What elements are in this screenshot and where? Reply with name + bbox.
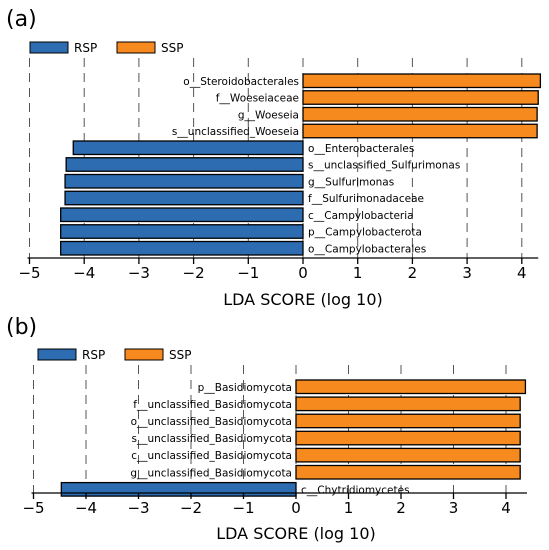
panel-a-bar-s-unclassified-woeseia [302,123,538,139]
panel-a-bar-p-campylobacterota [60,224,304,239]
panel-a-legend-swatch-ssp [116,41,156,54]
panel-a-bar-g-sulfurimonas [64,173,304,189]
panel-b-bar-c-unclassified-basidiomycota [295,447,521,463]
panel-a-bar-f-sulfurimonadaceae [64,190,304,206]
panel-b-bar-label: o__unclassified_Basidiomycota [131,416,292,428]
panel-a-x-tick-label: 3 [462,264,472,282]
panel-b-legend-label-ssp: SSP [169,348,191,362]
panel-a-x-tick-label: −3 [128,264,150,282]
panel-a-x-tick-label: 4 [517,264,527,282]
panel-b-x-tick-label: 1 [344,499,354,517]
panel-a-x-tick-label: −4 [73,264,95,282]
panel-b-bar-label: f__unclassified_Basidiomycota [133,399,292,411]
panel-a-legend-label-rsp: RSP [74,41,97,55]
panel-b-bar-s-unclassified-basidiomycota [295,430,521,446]
panel-a-bar-o-campylobacterales [60,240,304,256]
panel-a-bar-label: c__Campylobacteria [308,210,414,222]
panel-a-x-tick-label: −2 [183,264,205,282]
panel-b-x-tick-label: −4 [75,499,97,517]
panel-a-legend-swatch-rsp [29,41,69,54]
panel-a-bar-label: p__Campylobacterota [308,227,422,239]
panel-b-bar-c-chytridiomycetes [60,481,297,497]
panel-b-x-tick-label: 3 [449,499,459,517]
panel-a-x-tick-label: 1 [353,264,363,282]
panel-a-bar-g-woeseia [302,106,538,122]
panel-b-legend-swatch-rsp [37,348,77,361]
panel-b-x-tick-label: 2 [396,499,406,517]
panel-b-x-tick-label: −2 [180,499,202,517]
panel-b-bar-label: g__unclassified_Basidiomycota [130,467,292,479]
panel-a-x-tick-label: 0 [298,264,308,282]
panel-b-bar-g-unclassified-basidiomycota [295,464,521,480]
panel-b-x-tick-label: 0 [291,499,301,517]
panel-b-bar-f-unclassified-basidiomycota [295,396,521,412]
panel-a-bar-label: s__unclassified_Sulfurimonas [308,160,460,172]
panel-b-legend-swatch-ssp [124,348,164,361]
panel-b-bar-label: s__unclassified_Basidiomycota [132,433,292,445]
panel-b-x-axis-title: LDA SCORE (log 10) [216,524,376,543]
panel-b-legend-label-rsp: RSP [82,348,105,362]
panel-b-bar-label: p__Basidiomycota [198,382,292,394]
panel-a-bar-label: o__Steroidobacterales [183,76,299,88]
panel-b-bar-o-unclassified-basidiomycota [295,413,521,429]
panel-a-bar-o-enterobacterales [72,140,304,156]
panel-a-x-tick-label: 2 [408,264,418,282]
panel-b-label: (b) [6,315,37,340]
panel-a-bar-label: g__Sulfurimonas [308,176,394,188]
panel-b-bar-label: c__Chytridiomycetes [301,484,410,496]
panel-a-bar-label: o__Campylobacterales [308,243,426,255]
panel-a-bar-label: o__Enterobacterales [308,143,414,155]
panel-b-x-tick-label: −3 [127,499,149,517]
panel-a-x-tick-label: −5 [18,264,40,282]
panel-a-bar-s-unclassified-sulfurimonas [65,157,304,172]
panel-b-x-tick-label: 4 [501,499,511,517]
panel-a-label: (a) [6,7,37,32]
panel-a-legend-label-ssp: SSP [161,41,183,55]
panel-b-x-tick-label: −1 [232,499,254,517]
panel-a-bar-o-steroidobacterales [302,73,542,89]
panel-b-bar-p-basidiomycota [295,379,527,395]
panel-a-x-tick-label: −1 [237,264,259,282]
panel-a-bar-label: f__Woeseiaceae [216,93,299,105]
panel-a-bar-label: s__unclassified_Woeseia [172,126,299,138]
panel-a-bar-label: f__Sulfurimonadaceae [308,193,424,205]
panel-a-bar-label: g__Woeseia [238,109,299,121]
panel-b-x-tick-label: −5 [22,499,44,517]
panel-b-bar-label: c__unclassified_Basidiomycota [131,450,292,462]
panel-a-x-axis-title: LDA SCORE (log 10) [223,290,383,309]
panel-a-bar-c-campylobacteria [60,207,304,223]
panel-a-bar-f-woeseiaceae [302,90,539,105]
